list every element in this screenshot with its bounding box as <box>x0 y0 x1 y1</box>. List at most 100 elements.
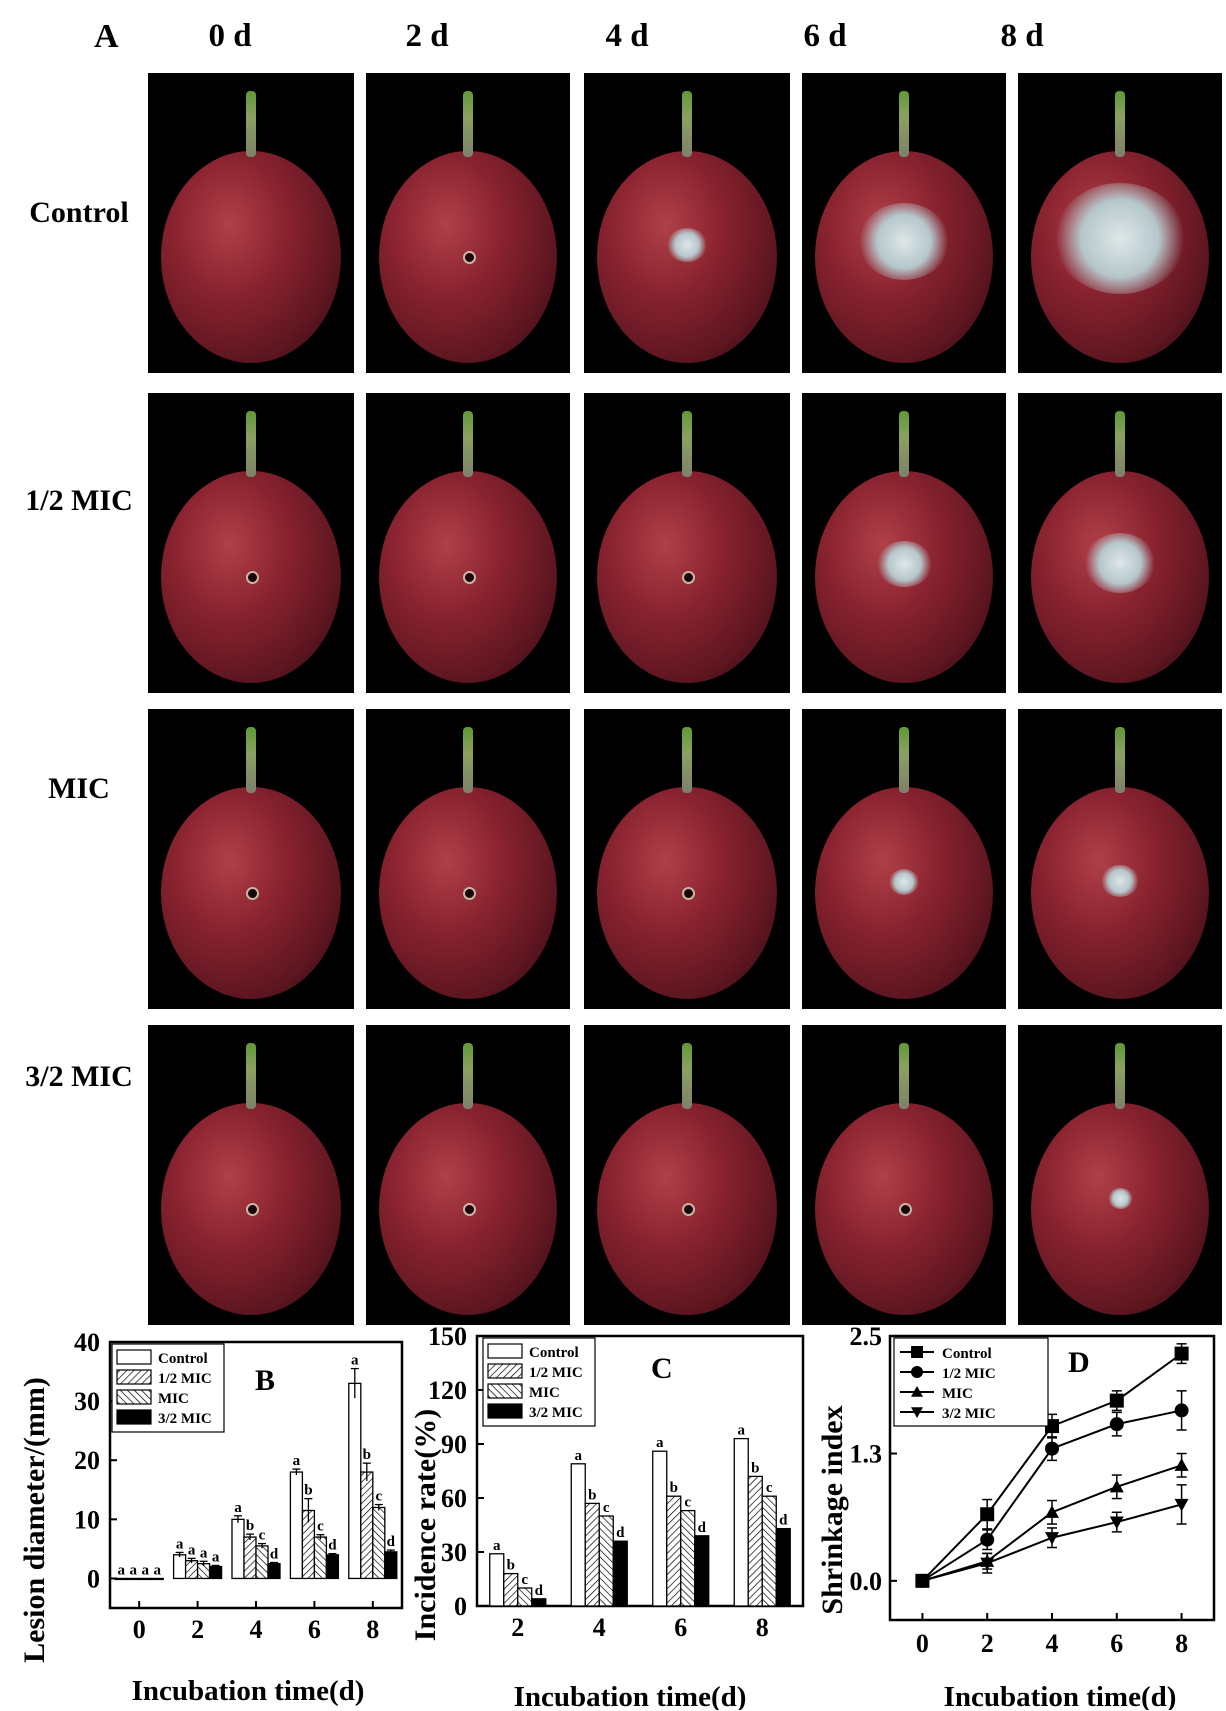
puncture-hole <box>682 1203 695 1216</box>
significance-letter: c <box>766 1480 773 1496</box>
legend-swatch <box>116 1369 152 1385</box>
fruit-stem <box>899 1043 909 1109</box>
bar <box>267 1563 281 1580</box>
x-tick-label: 4 <box>593 1613 606 1642</box>
fruit-lesion <box>859 203 949 280</box>
row-label-half-mic: 1/2 MIC <box>25 484 133 517</box>
x-tick-label: 0 <box>916 1629 929 1658</box>
fruit-stem <box>1115 91 1125 157</box>
bar <box>243 1536 257 1580</box>
significance-letter: d <box>328 1538 337 1554</box>
bar <box>680 1509 696 1607</box>
fruit-photo-r1-c5 <box>1018 73 1222 373</box>
significance-letter: c <box>317 1519 324 1535</box>
marker-circle <box>1045 1441 1059 1456</box>
y-tick-label: 0 <box>87 1564 100 1593</box>
chart-c-panel-label: C <box>651 1352 673 1385</box>
bar <box>489 1553 505 1607</box>
legend-label: MIC <box>158 1391 189 1407</box>
legend-label: 1/2 MIC <box>529 1365 583 1381</box>
significance-letter: a <box>141 1562 149 1578</box>
significance-letter: a <box>129 1562 137 1578</box>
fruit-stem <box>682 727 692 793</box>
puncture-hole <box>463 1203 476 1216</box>
significance-letter: a <box>153 1562 161 1578</box>
fruit-photo-r2-c5 <box>1018 393 1222 693</box>
legend-label: MIC <box>942 1386 973 1402</box>
fruit-photo-r3-c1 <box>148 709 354 1009</box>
fruit-photo-r1-c2 <box>366 73 570 373</box>
puncture-hole <box>246 1203 259 1216</box>
marker-triangle-up <box>1045 1505 1059 1518</box>
marker-circle <box>1174 1403 1189 1418</box>
significance-letter: a <box>575 1448 583 1464</box>
row-label-control: Control <box>29 196 129 229</box>
fruit-photo-r2-c4 <box>802 393 1006 693</box>
fruit-photo-r2-c3 <box>584 393 790 693</box>
fruit-photo-r4-c3 <box>584 1025 790 1325</box>
significance-letter: d <box>270 1546 279 1562</box>
y-tick-label: 60 <box>441 1484 467 1513</box>
y-tick-label: 150 <box>428 1322 467 1351</box>
chart-c-xlabel: Incubation time(d) <box>514 1681 747 1710</box>
y-tick-label: 0 <box>454 1592 467 1621</box>
significance-letter: b <box>588 1487 596 1503</box>
fruit-photo-r4-c4 <box>802 1025 1006 1325</box>
fruit-photo-r2-c2 <box>366 393 570 693</box>
x-tick-label: 8 <box>756 1613 769 1642</box>
bar <box>289 1471 304 1580</box>
row-label-three-half-mic: 3/2 MIC <box>25 1060 133 1093</box>
marker-circle <box>911 1366 923 1378</box>
significance-letter: a <box>188 1542 196 1558</box>
significance-letter: a <box>212 1549 220 1565</box>
fruit-lesion <box>1055 183 1185 294</box>
fruit-lesion <box>1107 1187 1133 1209</box>
significance-letter: a <box>738 1423 746 1439</box>
legend-swatch <box>487 1363 523 1379</box>
significance-letter: c <box>259 1528 266 1544</box>
marker-triangle-down <box>915 1575 930 1588</box>
bar <box>531 1598 547 1607</box>
bar <box>231 1518 245 1580</box>
chart-b-xlabel: Incubation time(d) <box>132 1675 365 1707</box>
x-tick-label: 2 <box>981 1629 994 1658</box>
legend-swatch <box>116 1409 152 1425</box>
chart-d-panel-label: D <box>1068 1346 1090 1379</box>
legend-label: 1/2 MIC <box>158 1371 212 1387</box>
bar <box>360 1471 374 1580</box>
bar <box>733 1437 749 1607</box>
fruit-photo-r3-c2 <box>366 709 570 1009</box>
legend-label: Control <box>942 1346 992 1362</box>
significance-letter: c <box>603 1500 610 1516</box>
bar <box>570 1463 586 1607</box>
bar <box>598 1515 614 1607</box>
puncture-hole <box>682 571 695 584</box>
legend-label: 3/2 MIC <box>529 1405 583 1421</box>
bar <box>612 1540 628 1607</box>
significance-letter: b <box>670 1480 678 1496</box>
significance-letter: d <box>535 1583 544 1599</box>
fruit-lesion <box>876 540 932 588</box>
fruit-stem <box>463 727 473 793</box>
legend-swatch <box>487 1343 523 1359</box>
bar <box>384 1551 398 1580</box>
legend-label: Control <box>158 1351 208 1367</box>
x-tick-label: 6 <box>1110 1629 1123 1658</box>
significance-letter: d <box>387 1534 396 1550</box>
y-tick-label: 1.3 <box>850 1440 883 1469</box>
marker-triangle-down <box>1109 1516 1124 1530</box>
puncture-hole <box>246 571 259 584</box>
x-tick-label: 8 <box>1175 1629 1188 1658</box>
y-tick-label: 40 <box>74 1328 100 1357</box>
fruit-stem <box>682 1043 692 1109</box>
fruit-stem <box>682 91 692 157</box>
passion-fruit <box>1031 1103 1209 1315</box>
fruit-stem <box>899 91 909 157</box>
marker-square <box>911 1346 923 1358</box>
marker-circle <box>1109 1417 1124 1432</box>
y-tick-label: 30 <box>74 1387 100 1416</box>
chart-b-panel-label: B <box>255 1364 275 1397</box>
bar <box>584 1502 600 1607</box>
panel-a-label: A <box>94 18 119 55</box>
bar <box>313 1536 328 1580</box>
